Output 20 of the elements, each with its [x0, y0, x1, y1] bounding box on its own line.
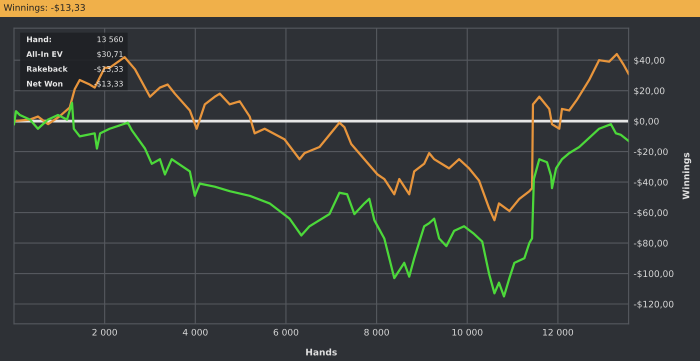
y-tick-label: $20,00: [634, 87, 664, 96]
y-axis-title: Winnings: [682, 152, 692, 200]
x-tick-label: 8 000: [364, 328, 389, 336]
line-series: [14, 52, 629, 222]
y-tick-label: -$20,00: [634, 148, 668, 156]
x-axis-title: Hands: [306, 348, 337, 356]
x-tick-label: 10 000: [452, 328, 482, 336]
y-tick-label: $40,00: [634, 56, 664, 65]
y-tick-label: $0,00: [634, 118, 659, 126]
x-tick-label: 4 000: [182, 328, 208, 336]
y-tick-label: -$100,00: [634, 270, 674, 278]
x-tick-label: 6 000: [274, 328, 298, 336]
y-tick-label: -$60,00: [634, 209, 668, 218]
x-tick-label: 12 000: [543, 328, 574, 336]
y-tick-label: -$80,00: [634, 240, 668, 248]
line-series: [14, 102, 629, 298]
y-tick-label: -$120,00: [634, 300, 674, 309]
x-tick-label: 2 000: [92, 328, 117, 336]
y-tick-label: -$40,00: [634, 178, 668, 187]
chart-title: Winnings: -$13,33: [4, 4, 85, 13]
